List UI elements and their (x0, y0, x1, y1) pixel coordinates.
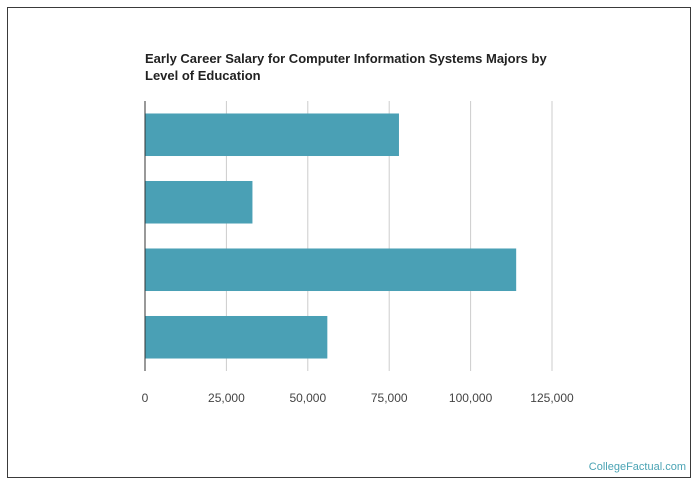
chart-title: Early Career Salary for Computer Informa… (145, 51, 547, 83)
bars (145, 113, 517, 359)
chart-frame (7, 7, 691, 478)
x-tick-label: 75,000 (371, 391, 408, 405)
bar[interactable] (145, 180, 253, 224)
x-tick-labels: 0 25,000 50,000 75,000 100,000 125,000 (142, 391, 574, 405)
x-tick-label: 125,000 (530, 391, 574, 405)
x-tick-label: 0 (142, 391, 149, 405)
bar[interactable] (145, 248, 517, 292)
bar[interactable] (145, 315, 328, 359)
x-tick-label: 25,000 (208, 391, 245, 405)
bar[interactable] (145, 113, 399, 157)
x-tick-label: 100,000 (449, 391, 493, 405)
x-tick-label: 50,000 (289, 391, 326, 405)
site-credit[interactable]: CollegeFactual.com (588, 461, 686, 473)
